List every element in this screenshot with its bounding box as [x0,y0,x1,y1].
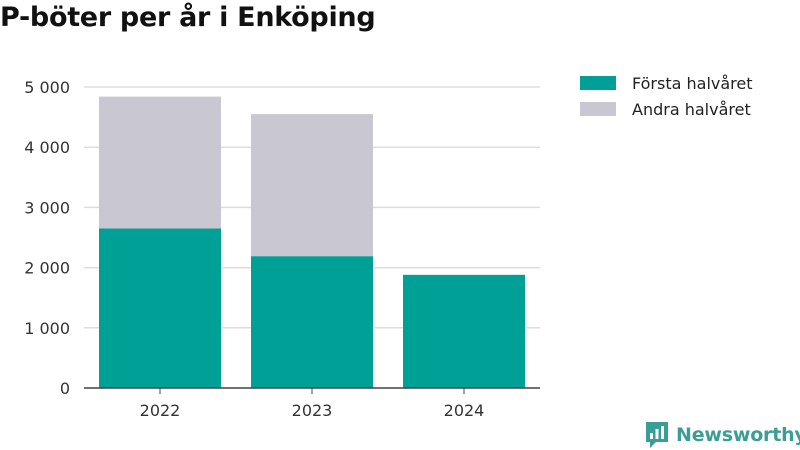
y-tick-label: 5 000 [24,78,70,97]
brand-name: Newsworthy [676,424,800,446]
legend-label-first-half: Första halvåret [632,73,753,93]
newsworthy-brand: Newsworthy [644,420,800,450]
bar-2023-series-1 [251,114,373,257]
bar-2023-series-0 [251,256,373,388]
legend-item-first-half: Första halvåret [580,70,753,96]
legend-swatch-first-half [580,76,616,90]
bar-2022-series-1 [99,96,221,229]
legend-swatch-second-half [580,102,616,116]
bar-2024-series-0 [403,274,525,388]
bar-2022-series-0 [99,228,221,388]
legend: Första halvåret Andra halvåret [580,70,753,122]
x-tick-label: 2024 [444,401,485,420]
y-tick-label: 4 000 [24,138,70,157]
legend-label-second-half: Andra halvåret [632,99,751,119]
y-tick-label: 3 000 [24,198,70,217]
x-tick-label: 2022 [140,401,181,420]
y-tick-label: 1 000 [24,319,70,338]
y-tick-label: 2 000 [24,259,70,278]
y-tick-label: 0 [60,379,70,398]
legend-item-second-half: Andra halvåret [580,96,753,122]
chart-title: P-böter per år i Enköping [0,2,376,33]
x-axis: 2022 2023 2024 [84,387,540,420]
y-axis: 0 1 000 2 000 3 000 4 000 5 000 [24,78,70,398]
newsworthy-logo-icon [646,422,668,448]
x-tick-label: 2023 [292,401,333,420]
bars [99,96,525,388]
